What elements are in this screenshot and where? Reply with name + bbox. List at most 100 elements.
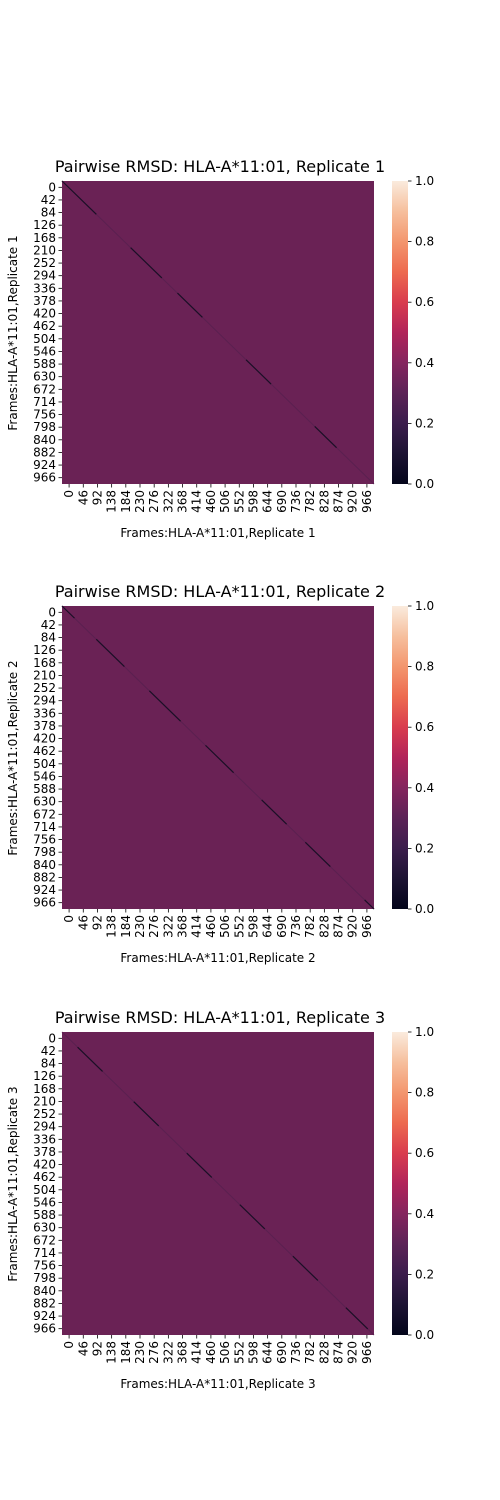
- y-tick-label: 882: [33, 1296, 56, 1310]
- x-tick-label: 138: [105, 915, 119, 938]
- x-tick-label: 782: [303, 490, 317, 513]
- y-tick-label: 756: [33, 408, 56, 422]
- y-tick-label: 756: [33, 833, 56, 847]
- x-tick-label: 782: [303, 1341, 317, 1364]
- chart-title-1: Pairwise RMSD: HLA-A*11:01, Replicate 1: [55, 157, 385, 176]
- diagonal-2: [61, 605, 375, 910]
- y-tick-label: 294: [33, 1120, 56, 1134]
- x-tick-label: 322: [161, 915, 175, 938]
- colorbar-tick-label: 0.2: [415, 1267, 434, 1281]
- x-tick-label: 598: [246, 915, 260, 938]
- x-tick-label: 460: [204, 490, 218, 513]
- x-tick-label: 828: [317, 915, 331, 938]
- x-tick-label: 414: [190, 1341, 204, 1364]
- diagonal-segments-2: [61, 605, 375, 910]
- y-tick-label: 252: [33, 681, 56, 695]
- colorbar-tick-label: 0.0: [415, 1328, 434, 1342]
- y-tick-label: 294: [33, 269, 56, 283]
- x-tick-label: 874: [332, 1341, 346, 1364]
- diagonal-segment: [314, 425, 337, 449]
- colorbar-tick-label: 1.0: [415, 174, 434, 188]
- colorbar-tick-label: 0.0: [415, 902, 434, 916]
- diagonal-segment: [133, 1101, 160, 1127]
- x-tick-label: 966: [360, 490, 374, 513]
- x-tick-label: 966: [360, 1341, 374, 1364]
- x-tick-label: 690: [275, 1341, 289, 1364]
- colorbar-3: [392, 1032, 408, 1335]
- x-ticks-3: 0 46 92 138 184 230 276 322 368 414 460 506 552 598 64…: [62, 1335, 374, 1364]
- y-tick-label: 420: [33, 732, 56, 746]
- x-tick-label: 920: [346, 915, 360, 938]
- y-ticks-3: 0428412616821025229433637842046250454658…: [33, 1031, 62, 1336]
- x-tick-label: 506: [218, 915, 232, 938]
- x-tick-label: 184: [119, 915, 133, 938]
- y-axis-label-2: Frames:HLA-A*11:01,Replicate 2: [6, 660, 20, 855]
- colorbar-tick-label: 0.8: [415, 235, 434, 249]
- y-tick-label: 840: [33, 1284, 56, 1298]
- diagonal-3: [61, 1031, 375, 1336]
- x-tick-label: 506: [218, 490, 232, 513]
- y-tick-label: 882: [33, 870, 56, 884]
- colorbar-tick-label: 0.2: [415, 416, 434, 430]
- y-tick-label: 168: [33, 656, 56, 670]
- y-tick-label: 672: [33, 382, 56, 396]
- y-tick-label: 672: [33, 1233, 56, 1247]
- x-tick-label: 690: [275, 915, 289, 938]
- y-tick-label: 504: [33, 757, 56, 771]
- y-tick-label: 84: [41, 631, 56, 645]
- y-tick-label: 882: [33, 445, 56, 459]
- diagonal-segment: [61, 180, 97, 215]
- y-tick-label: 336: [33, 281, 56, 295]
- colorbar-ticks-1: 0.0 0.2 0.4 0.6 0.8 1.0: [408, 174, 434, 491]
- heatmap-panel-3: Pairwise RMSD: HLA-A*11:01, Replicate 3 …: [6, 1008, 434, 1391]
- x-tick-label: 552: [232, 490, 246, 513]
- x-tick-label: 184: [119, 1341, 133, 1364]
- y-tick-label: 252: [33, 256, 56, 270]
- y-tick-label: 462: [33, 1170, 56, 1184]
- diagonal-segment: [364, 899, 375, 910]
- x-tick-label: 414: [190, 915, 204, 938]
- y-tick-label: 924: [33, 883, 56, 897]
- chart-title-2: Pairwise RMSD: HLA-A*11:01, Replicate 2: [55, 582, 385, 601]
- colorbar-2: [392, 606, 408, 909]
- chart-title-3: Pairwise RMSD: HLA-A*11:01, Replicate 3: [55, 1008, 385, 1027]
- y-tick-label: 294: [33, 694, 56, 708]
- x-tick-label: 506: [218, 1341, 232, 1364]
- x-tick-label: 46: [76, 915, 90, 930]
- x-tick-label: 276: [147, 490, 161, 513]
- y-tick-label: 336: [33, 1132, 56, 1146]
- x-ticks-1: 0 46 92 138 184 230 276 322 368 414 460 506 552 598 64…: [62, 484, 374, 513]
- x-tick-label: 828: [317, 1341, 331, 1364]
- y-tick-label: 546: [33, 1195, 56, 1209]
- x-tick-label: 230: [133, 915, 147, 938]
- colorbar-ticks-2: 0.0 0.2 0.4 0.6 0.8 1.0: [408, 599, 434, 916]
- colorbar-tick-label: 0.4: [415, 1207, 434, 1221]
- x-tick-label: 0: [62, 1341, 76, 1349]
- x-tick-label: 138: [105, 1341, 119, 1364]
- x-tick-label: 46: [76, 490, 90, 505]
- y-tick-label: 42: [41, 618, 56, 632]
- y-tick-label: 0: [48, 605, 56, 619]
- diagonal-segment: [177, 292, 203, 318]
- y-tick-label: 630: [33, 795, 56, 809]
- x-tick-label: 276: [147, 915, 161, 938]
- y-tick-label: 84: [41, 206, 56, 220]
- y-tick-label: 42: [41, 1044, 56, 1058]
- x-tick-label: 736: [289, 1341, 303, 1364]
- diagonal-segment: [345, 1307, 369, 1330]
- x-tick-label: 598: [246, 1341, 260, 1364]
- colorbar-ticks-3: 0.0 0.2 0.4 0.6 0.8 1.0: [408, 1025, 434, 1342]
- x-tick-label: 184: [119, 490, 133, 513]
- colorbar-tick-label: 1.0: [415, 599, 434, 613]
- x-tick-label: 736: [289, 915, 303, 938]
- y-tick-label: 168: [33, 231, 56, 245]
- x-tick-label: 782: [303, 915, 317, 938]
- diagonal-segment: [95, 638, 125, 668]
- x-tick-label: 0: [62, 915, 76, 923]
- y-tick-label: 714: [33, 395, 56, 409]
- x-tick-label: 552: [232, 915, 246, 938]
- y-tick-label: 588: [33, 1208, 56, 1222]
- x-tick-label: 920: [346, 490, 360, 513]
- diagonal-segment: [130, 247, 163, 279]
